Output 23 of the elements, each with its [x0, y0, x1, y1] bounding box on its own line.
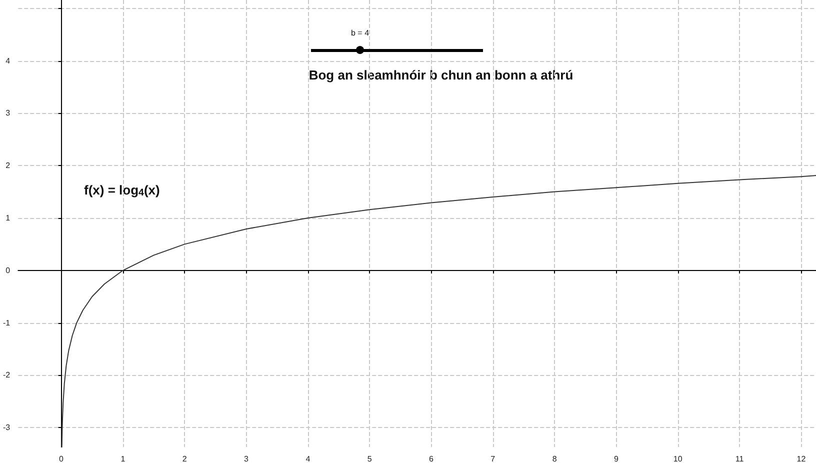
x-tick-label: 5	[367, 454, 372, 463]
x-tick-label: 12	[796, 454, 806, 463]
y-tick-label: 2	[6, 161, 11, 170]
x-tick-label: 7	[490, 454, 496, 463]
y-tick-label: -1	[2, 318, 11, 328]
y-tick-label: -3	[2, 423, 11, 432]
x-tick-label: 4	[306, 454, 311, 463]
x-tick-label: 10	[673, 454, 683, 463]
y-tick-label: -2	[2, 370, 11, 380]
y-tick-label: 0	[6, 266, 11, 275]
y-tick-label: 3	[6, 108, 11, 118]
x-tick-label: 11	[735, 454, 744, 463]
y-tick-label: 1	[6, 214, 11, 222]
x-tick-label: 3	[244, 454, 250, 463]
x-tick-label: 8	[552, 454, 558, 463]
x-tick-label: 2	[182, 454, 188, 463]
x-tick-label: 9	[614, 454, 619, 463]
y-tick-label: 4	[6, 56, 11, 66]
line-series	[61, 175, 816, 448]
x-tick-label: 1	[120, 454, 126, 463]
annotation: b = 4	[350, 28, 370, 38]
x-tick-label: 6	[429, 454, 434, 463]
x-tick-label: 0	[59, 454, 64, 463]
